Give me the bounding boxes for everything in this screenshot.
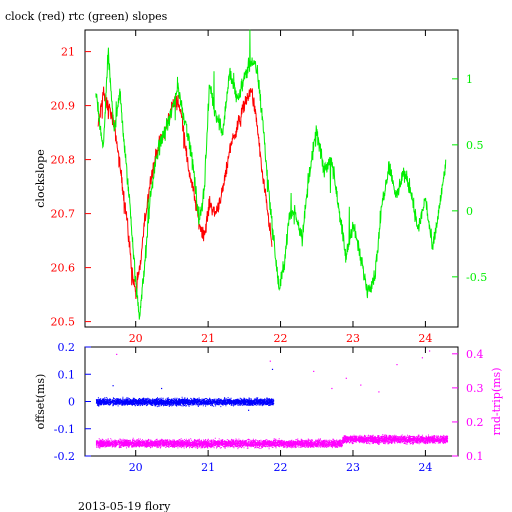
y2-tick-label: 0.1 — [466, 450, 484, 463]
clock-series-line — [97, 86, 273, 300]
y-tick-label: 20.6 — [51, 262, 76, 275]
y-tick-label: 0.1 — [58, 368, 76, 381]
rnd-trip-outlier — [116, 353, 118, 355]
y-tick-label: 20.5 — [51, 316, 76, 329]
slopes-panel: 20 21 22 23 24 20.5 20.6 20.7 20.8 20.9 21 -0.5 0 0.5… — [34, 29, 487, 345]
x-tick-label: 21 — [201, 332, 215, 345]
y2-tick-label: 0.4 — [466, 348, 484, 361]
y-tick-label: 20.7 — [51, 208, 76, 221]
x-tick-label: 21 — [201, 461, 215, 474]
rnd-trip-outlier — [331, 387, 333, 390]
rnd-trip-outlier — [396, 364, 398, 366]
y2-axis-label: rnd-trip(ms) — [490, 368, 503, 436]
offset-outlier — [161, 387, 163, 390]
x-tick-label: 20 — [129, 332, 143, 345]
chart-title: clock (red) rtc (green) slopes — [5, 10, 168, 23]
rnd-trip-outlier — [421, 357, 423, 359]
offset-points — [95, 396, 275, 408]
y-axis-label: clockslope — [34, 149, 47, 207]
x-tick-label: 23 — [346, 332, 360, 345]
slopes-plot-frame — [84, 29, 459, 328]
y2-tick-label: -0.5 — [466, 271, 487, 284]
offset-outlier — [248, 409, 250, 411]
rnd-trip-points — [342, 434, 449, 445]
y-tick-label: -0.1 — [54, 423, 75, 436]
rnd-trip-outlier — [429, 350, 431, 352]
rnd-trip-outlier — [269, 360, 271, 362]
y-tick-label: 20.9 — [51, 100, 76, 113]
y-tick-label: -0.2 — [54, 450, 75, 463]
y2-tick-label: 0 — [466, 205, 473, 218]
y-axis-label: offset(ms) — [34, 374, 47, 430]
rnd-trip-outlier — [313, 370, 315, 372]
x-tick-label: 24 — [418, 332, 432, 345]
offset-panel: 20 21 22 23 24 -0.2 -0.1 0 0.1 0.2 0.1 0.2 0.3 0.4 off… — [34, 341, 503, 474]
rtc-series-line — [95, 29, 447, 320]
y2-tick-label: 0.2 — [466, 416, 484, 429]
x-tick-label: 24 — [418, 461, 432, 474]
x-tick-label: 22 — [274, 332, 288, 345]
x-tick-label: 23 — [346, 461, 360, 474]
rnd-trip-outlier — [360, 384, 362, 386]
y2-tick-label: 0.3 — [466, 382, 484, 395]
x-tick-label: 20 — [129, 461, 143, 474]
x-tick-label: 22 — [274, 461, 288, 474]
y-tick-label: 0.2 — [58, 341, 76, 354]
rnd-trip-points — [95, 437, 344, 450]
footer-caption: 2013-05-19 flory — [78, 500, 171, 512]
y-tick-label: 0 — [68, 396, 75, 409]
offset-outlier — [271, 368, 274, 370]
rnd-trip-outlier — [345, 377, 347, 379]
y2-tick-label: 0.5 — [466, 139, 484, 152]
y2-tick-label: 1 — [466, 73, 473, 86]
y-tick-label: 21 — [61, 46, 75, 59]
offset-outlier — [112, 385, 114, 387]
rnd-trip-outlier — [378, 391, 380, 393]
y-tick-label: 20.8 — [51, 154, 76, 167]
